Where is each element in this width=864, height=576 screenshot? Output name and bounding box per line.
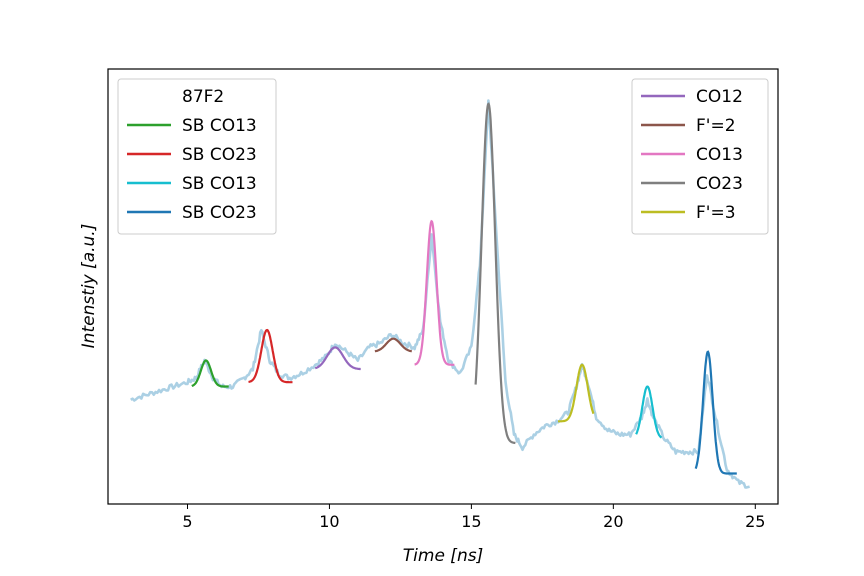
x-tick-label: 5	[182, 512, 192, 531]
x-axis-ticks: 5 10 15 20 25	[182, 504, 765, 531]
fit-line-co12-2	[314, 346, 361, 371]
legend-upper-right: CO12 F'=2 CO13 CO23 F'=3	[631, 78, 769, 235]
legend-label: SB CO23	[182, 203, 257, 223]
fit-line-sb-co13-0	[191, 359, 229, 388]
fit-line-sb-co13-7	[635, 385, 663, 439]
x-axis-label: Time [ns]	[403, 546, 483, 566]
measured-signal-line	[130, 99, 750, 489]
fit-line-sb-co23-8	[694, 350, 737, 475]
fit-line-co13-4	[414, 219, 455, 366]
x-tick-label: 15	[461, 512, 481, 531]
x-tick-label: 10	[319, 512, 339, 531]
legend-label: SB CO13	[182, 174, 257, 194]
x-tick-label: 25	[745, 512, 765, 531]
legend-label: CO13	[696, 145, 743, 165]
plot-area	[130, 99, 750, 489]
legend-upper-left: 87F2 SB CO13 SB CO23 SB CO13 SB CO23	[117, 78, 277, 235]
legend-label: SB CO23	[182, 145, 257, 165]
legend-label: SB CO13	[182, 116, 257, 136]
legend-box	[117, 78, 277, 235]
legend-box	[631, 78, 769, 235]
fit-line-sb-co23-1	[248, 328, 293, 384]
fit-line-f-2-3	[374, 337, 413, 353]
legend-label: CO12	[696, 87, 743, 107]
y-axis-label: Intenstiy [a.u.]	[79, 224, 99, 349]
fit-line-f-3-6	[558, 363, 595, 423]
legend-label: CO23	[696, 174, 743, 194]
legend-title: 87F2	[182, 87, 224, 107]
legend-label: F'=3	[696, 203, 736, 223]
fit-line-co23-5	[474, 102, 516, 445]
plot-frame	[107, 68, 779, 505]
legend-label: F'=2	[696, 116, 736, 136]
x-tick-label: 20	[603, 512, 623, 531]
